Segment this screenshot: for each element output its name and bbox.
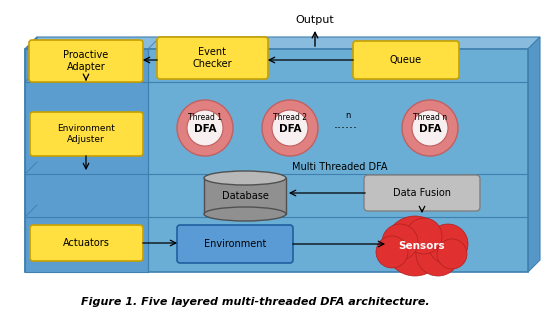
Text: Actuators: Actuators [63,238,109,248]
Polygon shape [528,37,540,272]
Text: Multi Threaded DFA: Multi Threaded DFA [292,162,388,172]
FancyBboxPatch shape [364,175,480,211]
Circle shape [402,100,458,156]
Text: DFA: DFA [194,124,216,134]
Polygon shape [25,37,540,49]
Circle shape [177,100,233,156]
Circle shape [406,218,442,254]
FancyBboxPatch shape [29,40,143,82]
Text: Sensors: Sensors [399,241,446,251]
Circle shape [262,100,318,156]
Text: Thread n: Thread n [413,113,447,122]
Text: n: n [345,111,351,121]
Circle shape [376,236,408,268]
Polygon shape [25,37,37,272]
Ellipse shape [204,171,286,185]
Circle shape [428,224,468,264]
Text: Thread 1: Thread 1 [188,113,222,122]
Text: Queue: Queue [390,55,422,65]
Circle shape [382,224,418,260]
Bar [204,178,286,214]
FancyBboxPatch shape [177,225,293,263]
Text: Environment: Environment [204,239,266,249]
Text: Database: Database [222,191,269,201]
Ellipse shape [204,207,286,221]
FancyBboxPatch shape [157,37,268,79]
Text: DFA: DFA [279,124,301,134]
Text: Event
Checker: Event Checker [192,47,232,69]
Text: Figure 1. Five layered multi-threaded DFA architecture.: Figure 1. Five layered multi-threaded DF… [81,297,429,307]
Circle shape [187,110,223,146]
Text: Proactive
Adapter: Proactive Adapter [63,50,109,72]
Text: Output: Output [295,15,334,25]
Text: DFA: DFA [419,124,441,134]
Circle shape [416,232,460,276]
FancyBboxPatch shape [353,41,459,79]
Circle shape [272,110,308,146]
Text: Data Fusion: Data Fusion [393,188,451,198]
Circle shape [437,239,467,269]
Circle shape [385,216,445,276]
Bar [25,49,148,272]
FancyBboxPatch shape [30,225,143,261]
Circle shape [412,110,448,146]
FancyBboxPatch shape [30,112,143,156]
Bar [25,49,528,272]
Text: ......: ...... [334,118,358,131]
Text: Thread 2: Thread 2 [273,113,307,122]
Text: Environment
Adjuster: Environment Adjuster [57,124,115,144]
